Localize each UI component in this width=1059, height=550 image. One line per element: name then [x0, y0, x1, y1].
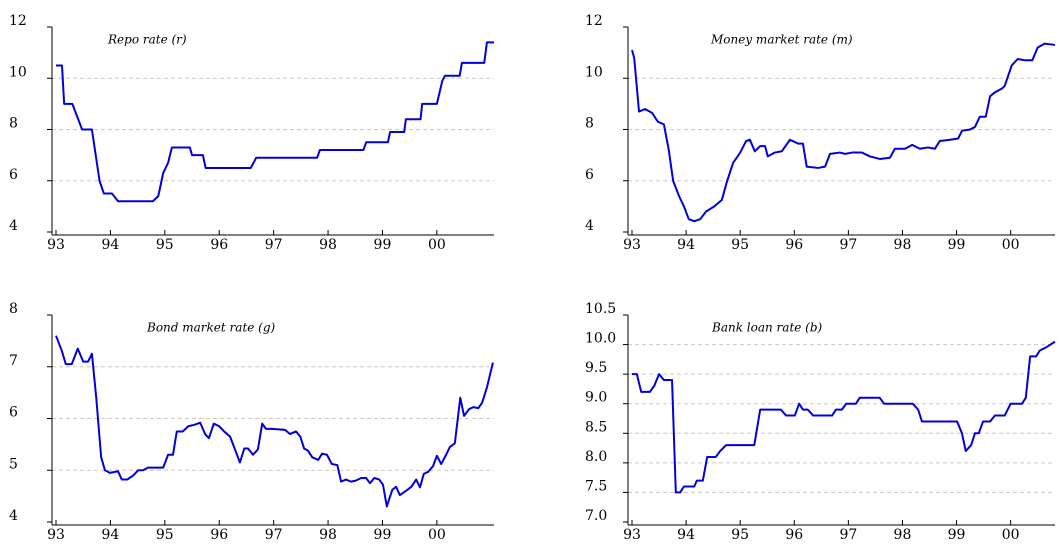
x-tick-label: 00 — [1002, 237, 1020, 253]
y-tick-label: 10.5 — [585, 301, 616, 317]
y-tick-label: 8.0 — [585, 449, 607, 465]
x-tick-label: 98 — [319, 527, 337, 543]
data-line — [56, 41, 494, 203]
y-tick-label: 8 — [9, 116, 18, 132]
y-tick-label: 6 — [9, 405, 18, 421]
y-tick-label: 10 — [585, 64, 603, 80]
y-tick-label: 7 — [9, 353, 18, 369]
x-tick-label: 94 — [101, 527, 119, 543]
chart-title: Money market rate (m) — [710, 33, 853, 47]
y-tick-label: 4 — [585, 218, 594, 234]
x-tick-label: 93 — [623, 527, 641, 543]
x-tick-label: 96 — [785, 527, 803, 543]
y-tick-label: 9.0 — [585, 390, 607, 406]
chart-panel: 7.0 7.5 8.0 8.5 9.0 9.5 10.0 10.5 93 94 95 96 97 98 99… — [585, 301, 1056, 543]
x-tick-label: 97 — [839, 237, 857, 253]
y-tick-label: 8.5 — [585, 419, 607, 435]
x-tick-label: 96 — [210, 237, 228, 253]
x-tick-label: 00 — [428, 237, 446, 253]
chart-panel: 4 5 6 7 8 93 94 95 96 97 98 99 00 Bond market rate (g… — [9, 301, 494, 543]
x-tick-label: 99 — [374, 527, 392, 543]
y-tick-label: 4 — [9, 508, 18, 524]
x-tick-label: 95 — [156, 237, 174, 253]
x-tick-label: 97 — [265, 527, 283, 543]
data-line — [55, 335, 494, 508]
x-tick-label: 94 — [677, 237, 695, 253]
x-tick-label: 97 — [265, 237, 283, 253]
x-tick-label: 97 — [839, 527, 857, 543]
x-tick-label: 95 — [156, 527, 174, 543]
chart-title: Bond market rate (g) — [146, 321, 276, 335]
x-tick-label: 99 — [948, 237, 966, 253]
x-tick-label: 95 — [731, 527, 749, 543]
y-tick-label: 10 — [9, 64, 27, 80]
y-tick-label: 8 — [585, 116, 594, 132]
x-tick-label: 98 — [894, 527, 912, 543]
chart-panel: 4 6 8 10 12 93 94 95 96 97 98 99 00 Repo rate (r) — [9, 13, 494, 253]
y-tick-label: 8 — [9, 301, 18, 317]
x-tick-label: 00 — [1002, 527, 1020, 543]
x-tick-label: 99 — [948, 527, 966, 543]
y-tick-label: 9.5 — [585, 360, 607, 376]
y-tick-label: 7.5 — [585, 478, 607, 494]
y-tick-label: 12 — [585, 13, 603, 29]
x-tick-label: 96 — [785, 237, 803, 253]
x-tick-label: 94 — [677, 527, 695, 543]
chart-panel: 4 6 8 10 12 93 94 95 96 97 98 99 00 Money market rate… — [585, 13, 1056, 253]
y-tick-label: 6 — [585, 167, 594, 183]
x-tick-label: 93 — [47, 237, 65, 253]
x-tick-label: 93 — [623, 237, 641, 253]
y-tick-label: 4 — [9, 218, 18, 234]
data-line — [632, 340, 1056, 494]
x-tick-label: 96 — [210, 527, 228, 543]
x-tick-label: 98 — [894, 237, 912, 253]
chart-title: Bank loan rate (b) — [711, 321, 823, 335]
y-tick-label: 6 — [9, 167, 18, 183]
x-tick-label: 98 — [319, 237, 337, 253]
data-line — [631, 42, 1056, 223]
x-tick-label: 93 — [47, 527, 65, 543]
y-tick-label: 5 — [9, 456, 18, 472]
x-tick-label: 94 — [101, 237, 119, 253]
y-tick-label: 7.0 — [585, 508, 607, 524]
y-tick-label: 10.0 — [585, 331, 616, 347]
y-tick-label: 12 — [9, 13, 27, 29]
x-tick-label: 00 — [428, 527, 446, 543]
x-tick-label: 95 — [731, 237, 749, 253]
chart-title: Repo rate (r) — [107, 33, 187, 47]
x-tick-label: 99 — [374, 237, 392, 253]
